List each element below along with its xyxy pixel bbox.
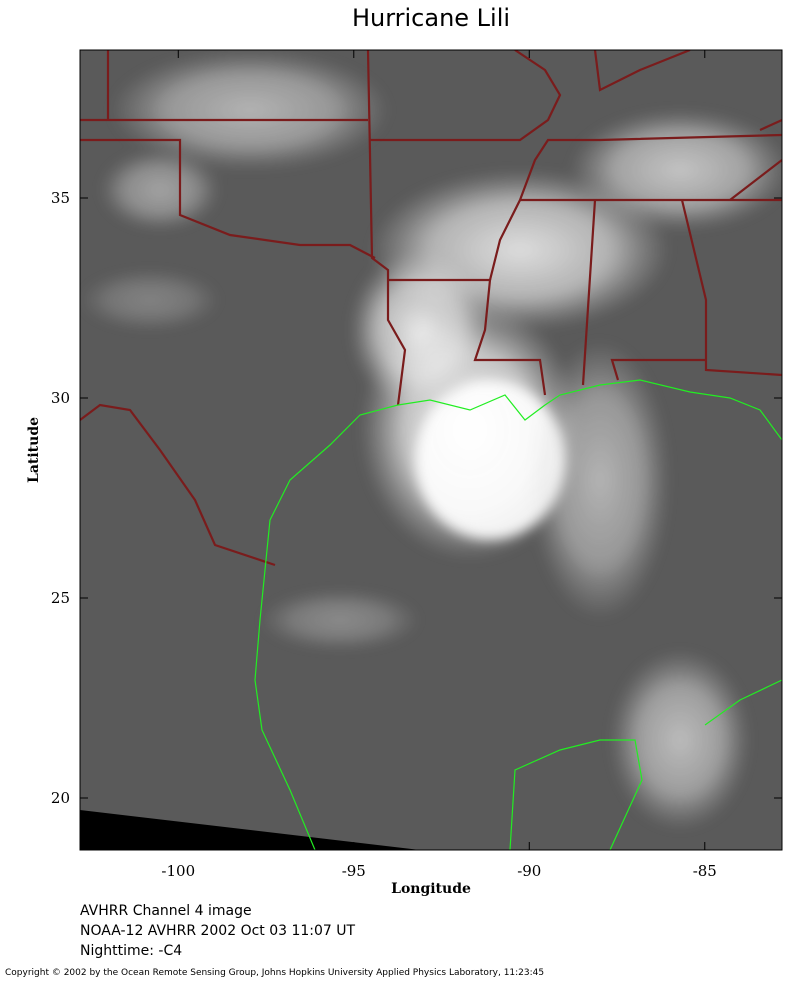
satellite-image	[80, 50, 782, 850]
state-borders	[80, 50, 782, 567]
x-tick-label: -100	[161, 862, 195, 880]
notes: AVHRR Channel 4 image NOAA-12 AVHRR 2002 …	[80, 903, 356, 959]
title: Hurricane Lili	[352, 4, 510, 32]
plot-frame	[79, 49, 783, 851]
coastline	[254, 379, 782, 850]
x-tick-label: -95	[342, 862, 366, 880]
x-axis-title: Longitude	[391, 881, 471, 897]
y-tick-label: 30	[51, 389, 70, 407]
note-line: AVHRR Channel 4 image	[80, 903, 252, 919]
no-data-swath	[80, 810, 420, 850]
y-tick-label: 25	[51, 589, 70, 607]
y-tick-label: 35	[51, 189, 70, 207]
note-line: Nighttime: -C4	[80, 943, 182, 959]
x-tick-label: -90	[517, 862, 541, 880]
y-axis-title: Latitude	[26, 417, 42, 483]
copyright: Copyright © 2002 by the Ocean Remote Sen…	[5, 968, 544, 978]
note-line: NOAA-12 AVHRR 2002 Oct 03 11:07 UT	[80, 923, 356, 939]
clouds	[80, 50, 782, 830]
y-tick-label: 20	[51, 789, 70, 807]
x-tick-label: -85	[693, 862, 717, 880]
